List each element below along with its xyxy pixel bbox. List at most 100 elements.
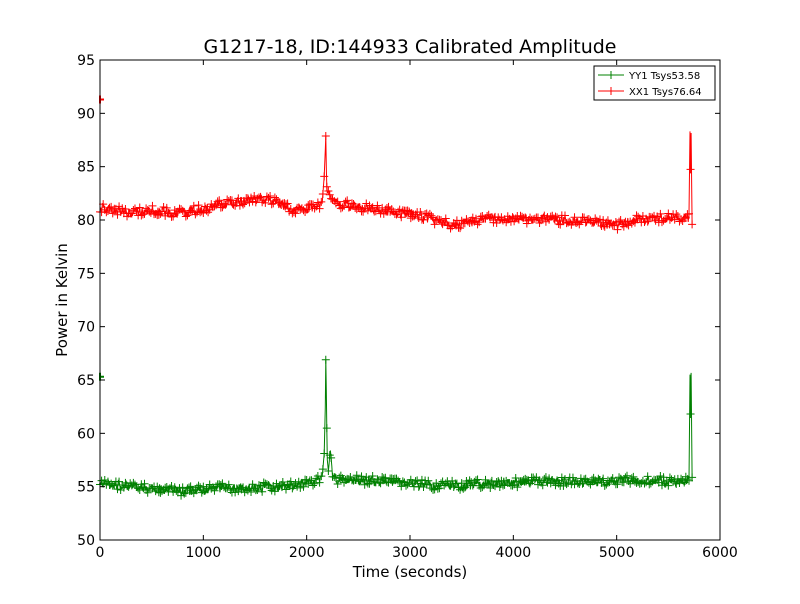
data-point-marker xyxy=(142,204,151,213)
data-point-marker xyxy=(243,194,252,203)
data-point-marker xyxy=(224,480,233,489)
data-point-marker xyxy=(324,467,333,476)
data-point-marker xyxy=(677,215,686,224)
x-tick-label: 6000 xyxy=(702,545,738,561)
data-point-marker xyxy=(656,472,665,481)
data-point-marker xyxy=(589,218,598,227)
data-point-marker xyxy=(310,479,319,488)
data-point-marker xyxy=(153,482,162,491)
data-point-marker xyxy=(137,211,146,220)
data-point-marker xyxy=(657,218,666,227)
data-point-marker xyxy=(162,483,171,492)
data-point-marker xyxy=(621,473,630,482)
data-point-marker xyxy=(492,218,501,227)
data-point-marker xyxy=(557,473,566,482)
data-point-marker xyxy=(267,200,276,209)
data-point-marker xyxy=(258,198,267,207)
data-point-marker xyxy=(357,472,366,481)
data-point-marker xyxy=(210,486,219,495)
data-point-marker xyxy=(561,475,569,484)
data-point-marker xyxy=(239,200,248,209)
x-tick-label: 1000 xyxy=(186,545,222,561)
data-point-marker xyxy=(102,208,111,217)
legend-label-xx1: XX1 Tsys76.64 xyxy=(629,87,702,98)
y-tick-label: 70 xyxy=(77,320,95,336)
data-point-marker xyxy=(253,194,262,203)
ticks-layer: 0 1000 2000 3000 4000 5000 6000 50 55 60 65 70 75 80 8… xyxy=(77,53,738,561)
data-point-marker xyxy=(199,482,208,491)
data-point-marker xyxy=(240,199,249,208)
data-point-marker xyxy=(302,205,311,214)
data-point-marker xyxy=(335,473,344,482)
data-point-marker xyxy=(495,483,504,492)
data-point-marker xyxy=(213,197,222,206)
data-point-marker xyxy=(441,214,450,223)
data-point-marker xyxy=(502,218,511,227)
y-tick-label: 85 xyxy=(77,160,95,176)
data-point-marker xyxy=(673,211,682,220)
data-point-marker xyxy=(643,217,652,226)
data-point-marker xyxy=(169,212,178,221)
data-point-marker xyxy=(616,474,625,483)
data-point-marker xyxy=(107,479,116,488)
data-point-marker xyxy=(502,476,511,485)
series-layer xyxy=(96,95,697,500)
data-point-marker xyxy=(289,208,298,217)
data-point-marker xyxy=(448,222,457,231)
data-point-marker xyxy=(299,206,308,215)
data-point-marker xyxy=(197,488,206,497)
data-point-marker xyxy=(427,211,436,220)
data-point-marker xyxy=(299,482,308,491)
data-point-marker xyxy=(103,206,112,215)
data-point-marker xyxy=(362,199,371,208)
data-point-marker xyxy=(321,132,330,141)
data-point-marker xyxy=(227,196,236,205)
data-point-marker xyxy=(483,211,492,220)
data-point-marker xyxy=(224,197,233,206)
data-point-marker xyxy=(331,199,340,208)
data-point-marker xyxy=(499,481,507,490)
data-point-marker xyxy=(514,478,523,487)
data-point-marker xyxy=(146,208,155,217)
data-point-marker xyxy=(538,481,547,490)
data-point-marker xyxy=(518,212,527,221)
x-tick-label: 4000 xyxy=(496,545,532,561)
data-point-marker xyxy=(686,165,695,174)
data-point-marker xyxy=(424,476,433,485)
y-tick-label: 60 xyxy=(77,426,95,442)
data-point-marker xyxy=(551,481,560,490)
data-point-marker xyxy=(154,488,163,497)
data-point-marker xyxy=(333,479,342,488)
data-point-marker xyxy=(427,484,436,493)
data-point-marker xyxy=(100,475,109,484)
data-point-marker xyxy=(282,200,290,209)
data-point-marker xyxy=(600,222,609,231)
data-point-marker xyxy=(646,479,655,488)
data-point-marker xyxy=(373,201,382,210)
data-point-marker xyxy=(435,484,444,493)
data-point-marker xyxy=(108,481,117,490)
data-point-marker xyxy=(521,474,530,483)
data-point-marker xyxy=(576,217,585,226)
data-point-marker xyxy=(115,202,124,211)
data-point-marker xyxy=(138,210,147,219)
data-point-marker xyxy=(121,204,130,213)
data-point-marker xyxy=(686,410,695,419)
data-point-marker xyxy=(105,203,114,212)
data-point-marker xyxy=(650,211,659,220)
data-point-marker xyxy=(231,488,240,497)
data-point-marker xyxy=(444,480,453,489)
data-point-marker xyxy=(254,481,263,490)
data-point-marker xyxy=(283,199,292,208)
series-xx1 xyxy=(96,131,697,234)
data-point-marker xyxy=(127,209,136,218)
data-point-marker xyxy=(429,485,438,494)
data-point-marker xyxy=(181,212,190,221)
data-point-marker xyxy=(452,479,461,488)
data-point-marker xyxy=(254,193,263,202)
data-point-marker xyxy=(382,204,391,213)
data-point-marker xyxy=(99,200,108,209)
data-point-marker xyxy=(526,479,535,488)
data-point-marker xyxy=(473,475,482,484)
